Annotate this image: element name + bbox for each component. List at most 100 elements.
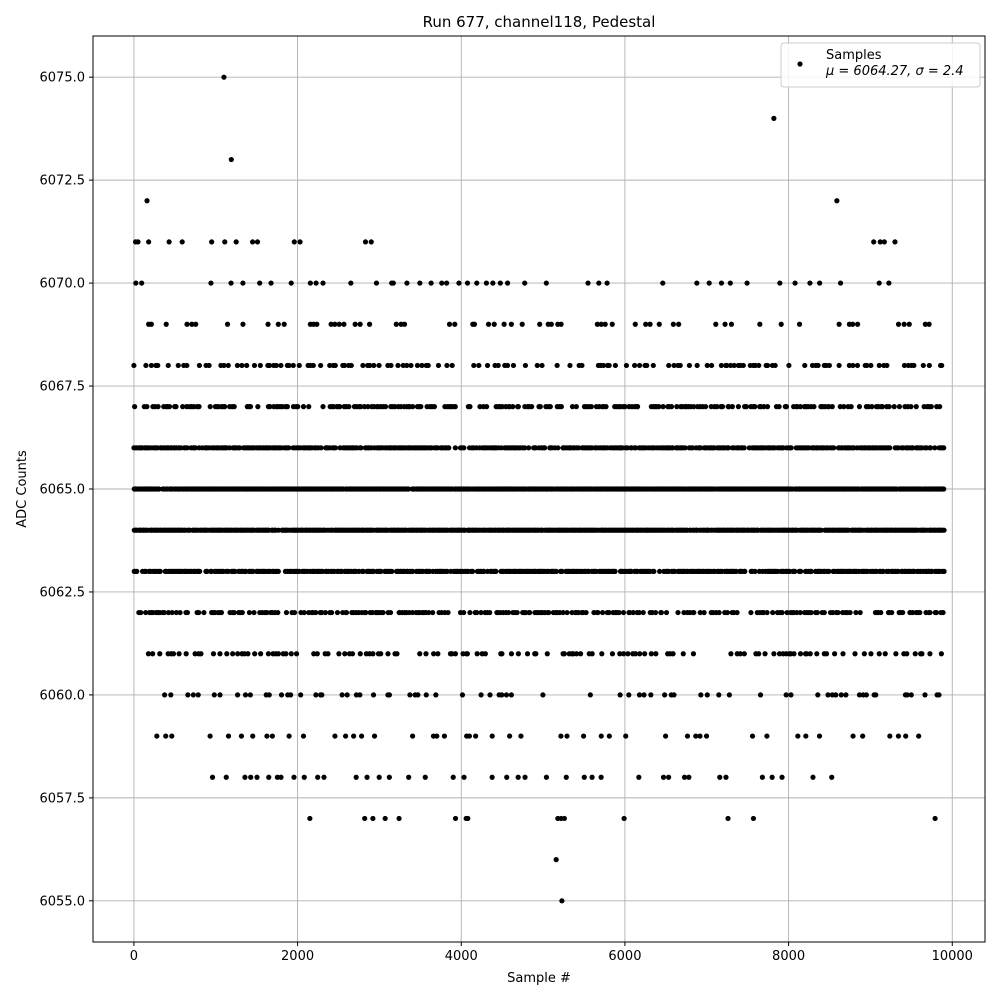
data-point: [358, 733, 365, 739]
data-point: [422, 774, 428, 780]
data-point: [291, 774, 297, 780]
data-point: [660, 774, 667, 780]
data-point: [759, 774, 766, 780]
data-point: [247, 692, 253, 698]
data-point: [797, 651, 804, 657]
data-point: [278, 362, 284, 369]
data-point: [378, 651, 384, 657]
data-point: [567, 362, 573, 369]
data-point: [524, 651, 531, 657]
data-point: [207, 404, 213, 410]
data-point: [364, 774, 370, 780]
data-point: [314, 321, 320, 327]
data-point: [166, 404, 173, 410]
data-point: [269, 733, 275, 739]
data-point: [504, 774, 510, 780]
data-point: [569, 404, 576, 410]
data-point: [670, 321, 676, 327]
data-point: [319, 692, 325, 698]
data-point: [581, 774, 587, 780]
data-point: [278, 774, 284, 780]
data-point: [389, 568, 395, 574]
data-point: [598, 733, 604, 739]
data-point: [886, 280, 892, 286]
data-point: [609, 651, 616, 657]
data-point: [206, 362, 212, 369]
data-point: [771, 115, 777, 121]
data-point: [315, 774, 321, 780]
data-point: [268, 280, 274, 286]
data-point: [561, 815, 567, 822]
data-point: [339, 692, 345, 698]
data-point: [184, 445, 190, 451]
data-point: [623, 362, 630, 369]
data-point: [325, 651, 331, 657]
data-point: [135, 239, 141, 245]
data-point: [904, 692, 910, 698]
data-point: [728, 651, 734, 657]
data-point: [559, 568, 565, 574]
data-point: [217, 651, 223, 657]
data-point: [240, 280, 246, 286]
data-point: [750, 815, 757, 822]
data-point: [815, 362, 821, 369]
data-point: [467, 404, 473, 410]
data-point: [769, 774, 775, 780]
data-point: [386, 774, 392, 780]
data-point: [542, 445, 548, 451]
data-point: [554, 362, 560, 369]
data-point: [283, 651, 289, 657]
data-point: [680, 651, 686, 657]
data-point: [814, 651, 820, 657]
data-point: [836, 321, 842, 327]
data-point: [248, 774, 254, 780]
data-point: [257, 280, 263, 286]
data-point: [926, 362, 932, 369]
data-point: [446, 445, 452, 451]
data-point: [209, 774, 216, 780]
data-point: [360, 362, 366, 369]
data-point: [162, 692, 168, 698]
data-point: [522, 445, 528, 451]
data-point: [938, 651, 944, 657]
data-point: [204, 568, 210, 574]
data-point: [855, 321, 861, 327]
data-point: [430, 609, 436, 616]
data-point: [357, 651, 363, 657]
data-point: [209, 239, 215, 245]
data-point: [449, 362, 455, 369]
data-point: [242, 692, 249, 698]
data-point: [348, 280, 354, 286]
data-point: [764, 404, 771, 410]
data-point: [825, 692, 831, 698]
data-point: [300, 404, 307, 410]
data-point: [358, 404, 364, 410]
data-point: [578, 651, 584, 657]
data-point: [643, 321, 649, 327]
data-point: [207, 733, 213, 739]
data-point: [702, 404, 709, 410]
data-point: [332, 445, 339, 451]
data-point: [139, 280, 145, 286]
data-point: [798, 568, 804, 574]
y-tick-label: 6062.5: [40, 585, 86, 600]
data-point: [663, 609, 670, 616]
data-point: [504, 362, 511, 369]
data-point: [580, 733, 587, 739]
data-point: [134, 568, 140, 574]
data-point: [444, 568, 450, 574]
data-point: [691, 404, 697, 410]
data-point: [218, 609, 225, 616]
data-point: [533, 651, 539, 657]
data-point: [843, 692, 849, 698]
data-point: [792, 568, 798, 574]
data-point: [886, 404, 892, 410]
data-point: [234, 692, 241, 698]
data-point: [555, 445, 561, 451]
data-point: [287, 692, 294, 698]
data-point: [895, 733, 902, 739]
data-point: [461, 445, 467, 451]
data-point: [456, 280, 462, 286]
